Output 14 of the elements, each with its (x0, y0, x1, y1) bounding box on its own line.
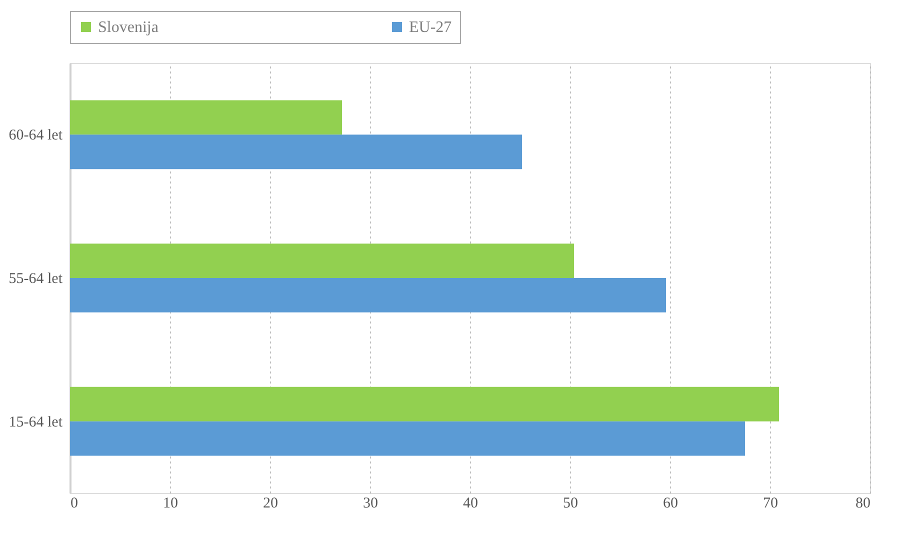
y-tick-label: 60-64 let (8, 128, 64, 144)
x-tick-label: 80 (856, 496, 870, 512)
x-tick-label: 70 (763, 496, 778, 512)
y-tick-label: 15-64 let (8, 414, 64, 430)
x-tick-label: 20 (263, 496, 278, 512)
x-tick-label: 60 (663, 496, 678, 512)
x-tick-label: 50 (563, 496, 578, 512)
x-tick-label: 40 (463, 496, 478, 512)
x-tick-label: 10 (163, 496, 178, 512)
legend-label: EU-27 (409, 19, 452, 36)
x-tick-label: 30 (363, 496, 378, 512)
legend-label: Slovenija (98, 19, 158, 36)
y-tick-label: 55-64 let (8, 271, 64, 287)
x-tick-label: 0 (70, 496, 78, 512)
